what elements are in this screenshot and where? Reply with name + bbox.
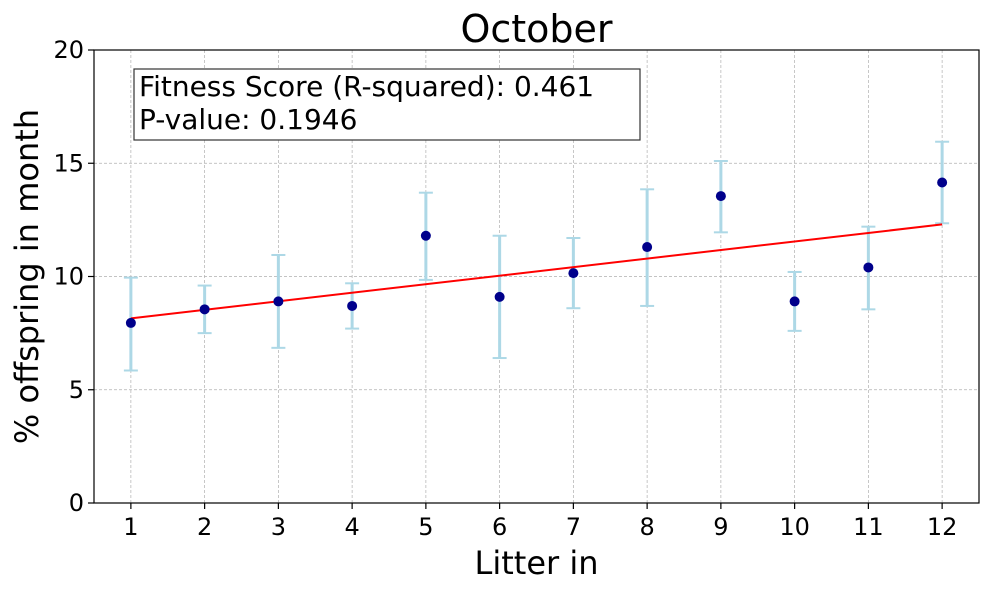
data-point — [125, 317, 136, 328]
x-tick-label: 9 — [713, 513, 728, 541]
y-tick-label: 10 — [53, 263, 84, 291]
data-point — [494, 291, 505, 302]
data-point — [420, 230, 431, 241]
data-point — [789, 296, 800, 307]
x-tick-label: 1 — [123, 513, 138, 541]
x-tick-label: 10 — [779, 513, 810, 541]
y-tick-label: 0 — [69, 489, 84, 517]
y-tick-label: 5 — [69, 376, 84, 404]
x-tick-label: 11 — [853, 513, 884, 541]
x-axis-title: Litter in — [475, 544, 599, 582]
data-point — [347, 300, 358, 311]
annotation-r-squared: Fitness Score (R-squared): 0.461 — [139, 70, 594, 103]
x-tick-label: 6 — [492, 513, 507, 541]
x-tick-label: 3 — [271, 513, 286, 541]
annotation-frame — [133, 68, 641, 141]
x-tick-label: 8 — [639, 513, 654, 541]
x-tick-label: 12 — [927, 513, 958, 541]
x-tick-label: 4 — [344, 513, 359, 541]
data-point — [199, 304, 210, 315]
x-tick-label: 7 — [566, 513, 581, 541]
y-axis-title: % offspring in month — [8, 109, 46, 444]
chart-title: October — [460, 7, 612, 51]
data-points — [125, 177, 948, 328]
fit-line-layer — [130, 223, 943, 320]
x-axis-ticks: 1 2 3 4 5 6 7 8 9 10 11 12 — [123, 503, 957, 541]
annotation-box: Fitness Score (R-squared): 0.461 P-value… — [133, 68, 641, 141]
x-tick-label: 2 — [197, 513, 212, 541]
data-point — [568, 268, 579, 279]
annotation-p-value: P-value: 0.1946 — [139, 103, 357, 136]
y-tick-label: 20 — [53, 36, 84, 64]
data-point — [273, 296, 284, 307]
data-point — [937, 177, 948, 188]
fit-line — [130, 223, 943, 320]
x-tick-label: 5 — [418, 513, 433, 541]
data-point — [715, 191, 726, 202]
y-axis-ticks: 0 5 10 15 20 — [53, 36, 94, 517]
data-point — [642, 242, 653, 253]
data-point — [863, 262, 874, 273]
y-tick-label: 15 — [53, 149, 84, 177]
